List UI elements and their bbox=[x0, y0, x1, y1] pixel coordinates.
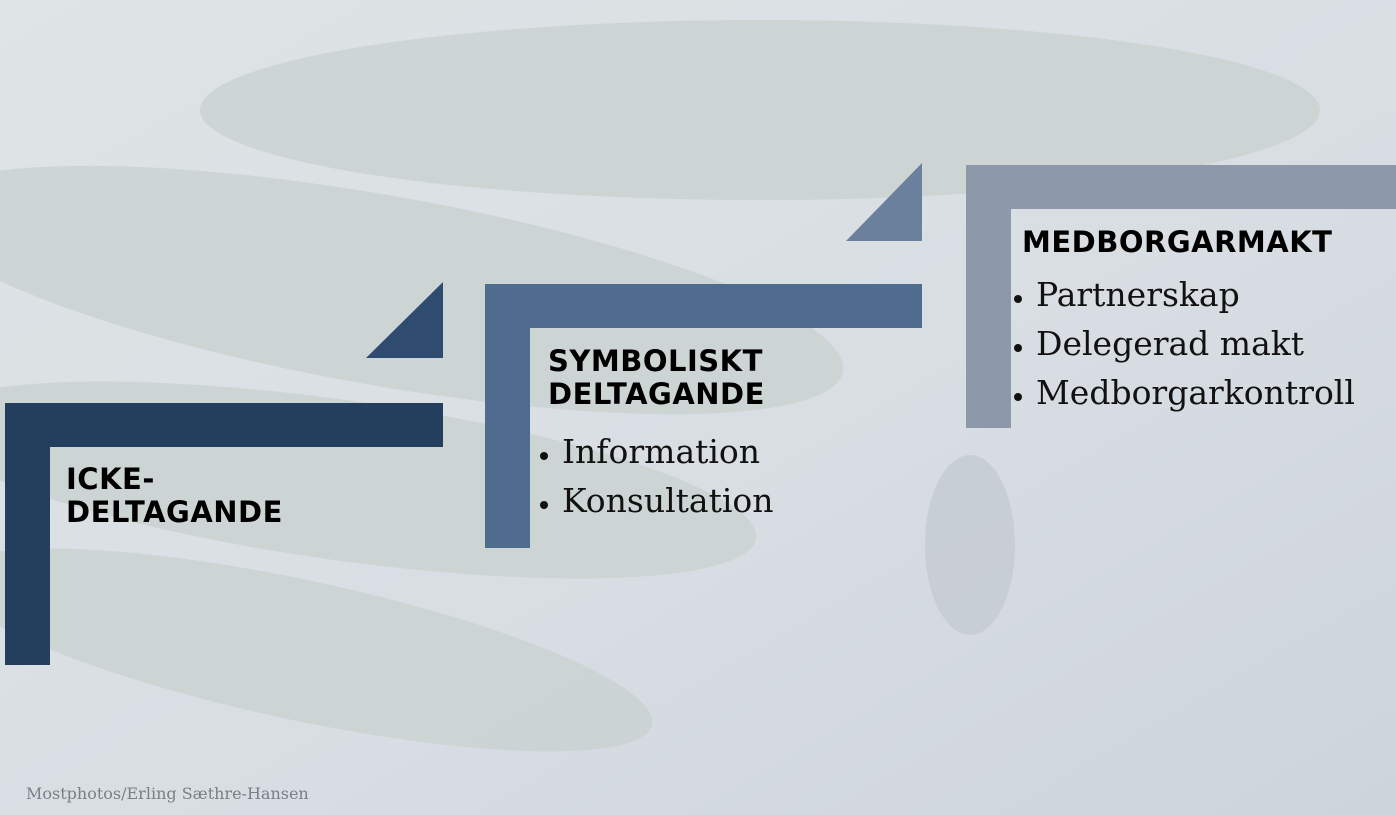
step-items: PartnerskapDelegerad maktMedborgarkontro… bbox=[1014, 270, 1355, 417]
step-item: Delegerad makt bbox=[1036, 319, 1355, 368]
step-item: Medborgarkontroll bbox=[1036, 368, 1355, 417]
stage: Mostphotos/Erling Sæthre-Hansen ICKE-DEL… bbox=[0, 0, 1396, 815]
step-items: InformationKonsultation bbox=[540, 427, 774, 525]
step-title: SYMBOLISKT DELTAGANDE bbox=[548, 345, 848, 411]
step-title: ICKE-DELTAGANDE bbox=[66, 463, 326, 529]
photo-credit: Mostphotos/Erling Sæthre-Hansen bbox=[26, 784, 309, 803]
step-item: Partnerskap bbox=[1036, 270, 1355, 319]
step-item: Konsultation bbox=[562, 476, 774, 525]
step-item: Information bbox=[562, 427, 774, 476]
slide: {"steps": [ {"title": "ICKE-DELTAGANDE",… bbox=[0, 0, 1396, 815]
step-title: MEDBORGARMAKT bbox=[1022, 226, 1396, 259]
